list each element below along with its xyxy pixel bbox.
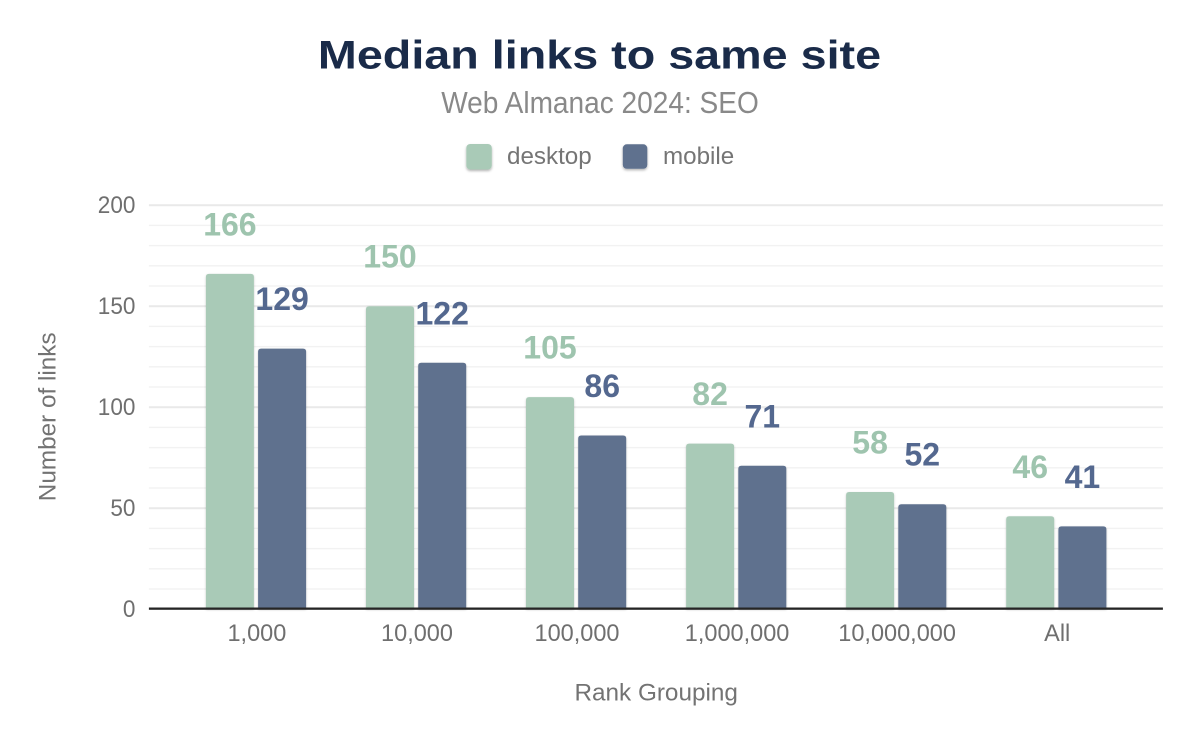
svg-text:Rank Grouping: Rank Grouping [574,680,737,707]
svg-text:Web Almanac 2024: SEO: Web Almanac 2024: SEO [441,86,759,120]
svg-text:desktop: desktop [507,143,592,170]
svg-text:50: 50 [110,494,135,521]
svg-text:129: 129 [255,281,308,317]
svg-text:150: 150 [98,292,136,319]
svg-text:200: 200 [98,191,136,218]
svg-text:100,000: 100,000 [535,619,620,647]
svg-text:100: 100 [98,393,136,420]
svg-text:150: 150 [363,239,416,275]
svg-text:1,000,000: 1,000,000 [685,619,790,647]
svg-text:0: 0 [123,595,136,622]
svg-text:122: 122 [416,295,469,331]
svg-text:1,000: 1,000 [227,619,286,647]
svg-text:10,000,000: 10,000,000 [838,619,956,647]
svg-text:All: All [1044,619,1070,647]
svg-text:105: 105 [523,330,576,366]
svg-text:41: 41 [1065,459,1101,495]
svg-text:58: 58 [852,425,888,461]
svg-text:Median links to same site: Median links to same site [318,34,881,78]
svg-text:Number of links: Number of links [35,332,62,501]
svg-text:mobile: mobile [663,143,734,170]
svg-text:82: 82 [692,376,728,412]
svg-text:52: 52 [905,437,941,473]
svg-text:71: 71 [745,398,781,434]
svg-text:166: 166 [203,206,256,242]
svg-text:86: 86 [584,368,620,404]
svg-text:10,000: 10,000 [381,619,453,647]
svg-text:46: 46 [1012,449,1048,485]
